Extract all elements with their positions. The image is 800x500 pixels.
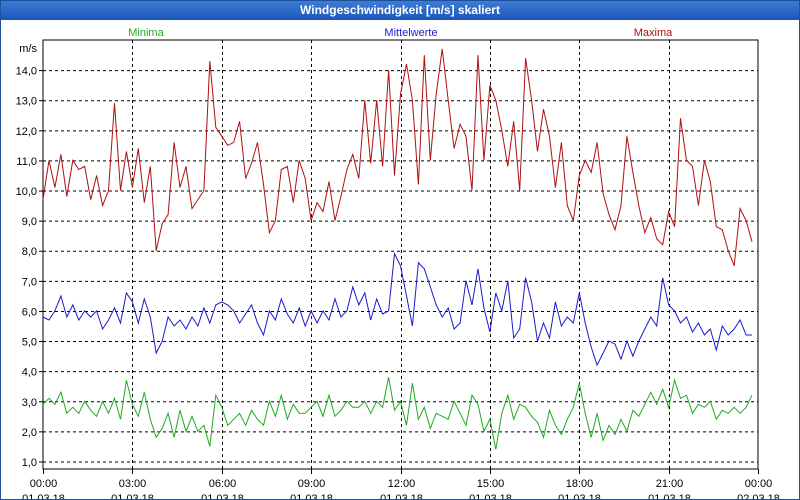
- x-tick-date: 02.03.18: [737, 493, 780, 499]
- series-group: [42, 48, 753, 450]
- y-tick-label: 2,0: [22, 427, 37, 439]
- x-tick-time: 06:00: [209, 478, 237, 490]
- x-tick-date: 01.03.18: [648, 493, 691, 499]
- y-tick-label: 13,0: [16, 96, 37, 108]
- x-tick-date: 01.03.18: [558, 493, 601, 499]
- plot-frame: [42, 39, 759, 470]
- labels-group: 1,0 2,0 3,0 4,0 5,0 6,0 7,0 8,0 9,0 10,0 11,0 12,0 1…: [16, 27, 780, 499]
- y-tick-label: 3,0: [22, 397, 37, 409]
- axes: [39, 39, 759, 474]
- window-title: Windgeschwindigkeit [m/s] skaliert: [1, 1, 799, 20]
- y-tick-label: 12,0: [16, 126, 37, 138]
- x-tick-time: 00:00: [30, 478, 58, 490]
- y-tick-label: 1,0: [22, 457, 37, 469]
- y-tick-label: 5,0: [22, 337, 37, 349]
- y-axis-label: m/s: [19, 43, 37, 55]
- x-tick-time: 18:00: [566, 478, 594, 490]
- x-tick-date: 01.03.18: [380, 493, 423, 499]
- x-tick-date: 01.03.18: [290, 493, 333, 499]
- x-tick-time: 00:00: [745, 478, 773, 490]
- legend-mittelwerte: Mittelwerte: [384, 27, 437, 39]
- chart: 1,0 2,0 3,0 4,0 5,0 6,0 7,0 8,0 9,0 10,0 11,0 12,0 1…: [16, 27, 780, 499]
- y-tick-label: 4,0: [22, 367, 37, 379]
- x-tick-time: 15:00: [477, 478, 505, 490]
- y-tick-label: 7,0: [22, 276, 37, 288]
- x-tick-date: 01.03.18: [111, 493, 154, 499]
- x-tick-date: 01.03.18: [201, 493, 244, 499]
- series-line-mittelwerte: [42, 251, 752, 367]
- legend-minima: Minima: [128, 27, 164, 39]
- y-tick-label: 8,0: [22, 246, 37, 258]
- y-tick-label: 6,0: [22, 306, 37, 318]
- y-tick-label: 14,0: [16, 66, 37, 78]
- x-tick-time: 12:00: [388, 478, 416, 490]
- x-tick-time: 21:00: [656, 478, 684, 490]
- x-tick-time: 03:00: [119, 478, 147, 490]
- legend-maxima: Maxima: [634, 27, 673, 39]
- x-tick-date: 01.03.18: [469, 493, 512, 499]
- y-tick-label: 10,0: [16, 186, 37, 198]
- x-tick-date: 01.03.18: [22, 493, 65, 499]
- y-tick-label: 9,0: [22, 216, 37, 228]
- series-line-maxima: [42, 48, 753, 266]
- x-tick-time: 09:00: [298, 478, 326, 490]
- series-line-minima: [42, 377, 753, 450]
- grid: [43, 40, 758, 469]
- y-tick-label: 11,0: [16, 156, 37, 168]
